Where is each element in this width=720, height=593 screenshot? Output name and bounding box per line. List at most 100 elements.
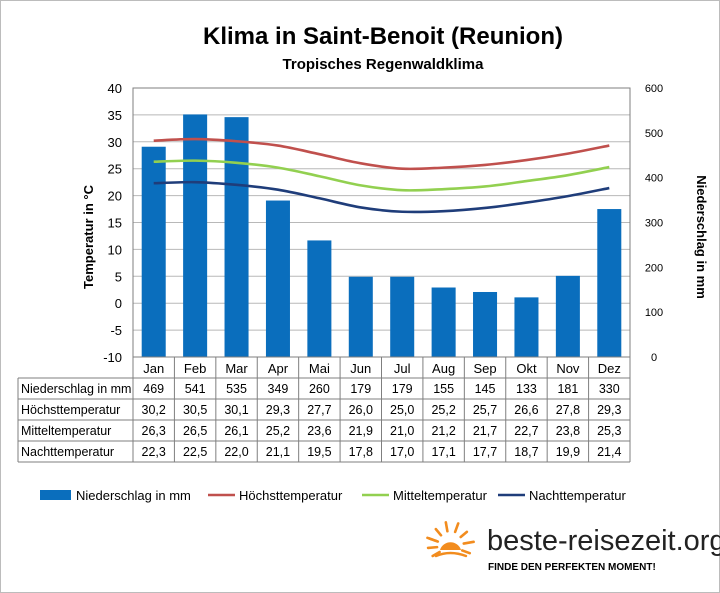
table-cell: 30,2 [142, 403, 166, 417]
x-tick-label: Mar [225, 361, 248, 376]
table-cell: 260 [309, 382, 330, 396]
bar-niederschlag [390, 276, 415, 357]
table-cell: 29,3 [597, 403, 621, 417]
x-tick-label: Okt [516, 361, 537, 376]
table-cell: 21,7 [473, 424, 497, 438]
line-nachttemperatur [153, 180, 610, 214]
table-row-label: Niederschlag in mm [21, 382, 131, 396]
brand-logo: beste-reisezeit.org FINDE DEN PERFEKTEN … [426, 521, 720, 573]
table-cell: 26,5 [183, 424, 207, 438]
table-cell: 30,5 [183, 403, 207, 417]
table-cell: 21,9 [349, 424, 373, 438]
table-cell: 22,3 [142, 445, 166, 459]
x-tick-label: Mai [309, 361, 330, 376]
table-cell: 349 [268, 382, 289, 396]
table-cell: 179 [392, 382, 413, 396]
sun-icon [426, 521, 475, 558]
x-tick-label: Jun [350, 361, 371, 376]
table-cell: 27,8 [556, 403, 580, 417]
y-tick-left: 30 [108, 135, 122, 150]
y-tick-right: 100 [645, 307, 663, 319]
table-row-label: Nachttemperatur [21, 445, 114, 459]
brand-name: beste-reisezeit.org [487, 525, 720, 557]
x-tick-label: Jan [143, 361, 164, 376]
y-tick-left: 10 [108, 242, 122, 257]
x-tick-label: Aug [432, 361, 455, 376]
bar-niederschlag [555, 275, 580, 357]
y-tick-right: 600 [645, 83, 663, 95]
table-cell: 145 [475, 382, 496, 396]
table-cell: 25,3 [597, 424, 621, 438]
table-cell: 469 [143, 382, 164, 396]
y-axis-left-label: Temperatur in °C [81, 184, 96, 289]
table-cell: 30,1 [224, 403, 248, 417]
table-cell: 535 [226, 382, 247, 396]
bar-niederschlag [348, 276, 373, 357]
sun-ray [444, 521, 449, 533]
sun-ray [434, 527, 443, 537]
x-tick-label: Apr [268, 361, 289, 376]
legend: Niederschlag in mm Höchsttemperatur Mittel… [40, 488, 626, 503]
y-axis-right-label: Niederschlag in mm [694, 175, 709, 299]
y-tick-right: 300 [645, 218, 663, 230]
y-tick-right: 0 [651, 352, 657, 364]
table-cell: 181 [557, 382, 578, 396]
table-cell: 22,0 [224, 445, 248, 459]
plot-area: 40 35 30 25 20 15 10 5 0 -5 -10 600 500 400 300 200 100 0 [103, 81, 663, 365]
line-mitteltemperatur [153, 159, 610, 192]
x-tick-label: Sep [473, 361, 496, 376]
bar-niederschlag [473, 291, 498, 357]
y-tick-left: 20 [108, 189, 122, 204]
table-cell: 21,4 [597, 445, 621, 459]
table-cell: 19,9 [556, 445, 580, 459]
table-row-label: Mitteltemperatur [21, 424, 111, 438]
bar-niederschlag [307, 240, 332, 357]
sun-ray [431, 550, 441, 558]
table-cell: 27,7 [307, 403, 331, 417]
table-cell: 25,2 [266, 424, 290, 438]
sun-ray [453, 522, 460, 534]
sun-disc [440, 542, 461, 550]
table-cell: 17,0 [390, 445, 414, 459]
table-cell: 17,7 [473, 445, 497, 459]
table-cell: 155 [433, 382, 454, 396]
y-tick-right: 400 [645, 173, 663, 185]
y-tick-left: -10 [103, 350, 122, 365]
y-tick-left: 0 [115, 296, 122, 311]
sun-ray [426, 545, 439, 550]
table-cell: 541 [185, 382, 206, 396]
line-h-chsttemperatur [153, 137, 610, 171]
table-cell: 18,7 [514, 445, 538, 459]
x-tick-label: Jul [394, 361, 411, 376]
table-cell: 21,1 [266, 445, 290, 459]
bar-niederschlag [431, 287, 456, 357]
x-tick-label: Nov [556, 361, 580, 376]
legend-swatch-niederschlag-in-mm [40, 490, 71, 500]
table-row-label: Höchsttemperatur [21, 403, 120, 417]
x-tick-label: Dez [598, 361, 621, 376]
sun-ray [459, 530, 469, 539]
table-cell: 23,8 [556, 424, 580, 438]
table-cell: 25,0 [390, 403, 414, 417]
bar-niederschlag [597, 209, 622, 357]
chart-title: Klima in Saint-Benoit (Reunion) [203, 23, 563, 50]
table-cell: 21,0 [390, 424, 414, 438]
bar-niederschlag [183, 114, 208, 358]
sun-smile [434, 551, 468, 558]
sun-ray [460, 549, 472, 555]
table-cell: 25,7 [473, 403, 497, 417]
y-tick-left: 5 [115, 269, 122, 284]
bar-niederschlag [265, 200, 290, 357]
y-tick-left: 40 [108, 81, 122, 96]
legend-label-h-chsttemperatur: Höchsttemperatur [239, 488, 343, 503]
y-tick-left: 35 [108, 108, 122, 123]
legend-label-nachttemperatur: Nachttemperatur [529, 488, 626, 503]
table-cell: 25,2 [431, 403, 455, 417]
y-tick-right: 200 [645, 262, 663, 274]
table-cell: 17,1 [431, 445, 455, 459]
table-cell: 330 [599, 382, 620, 396]
table-cell: 133 [516, 382, 537, 396]
legend-label-mitteltemperatur: Mitteltemperatur [393, 488, 488, 503]
table-cell: 22,7 [514, 424, 538, 438]
